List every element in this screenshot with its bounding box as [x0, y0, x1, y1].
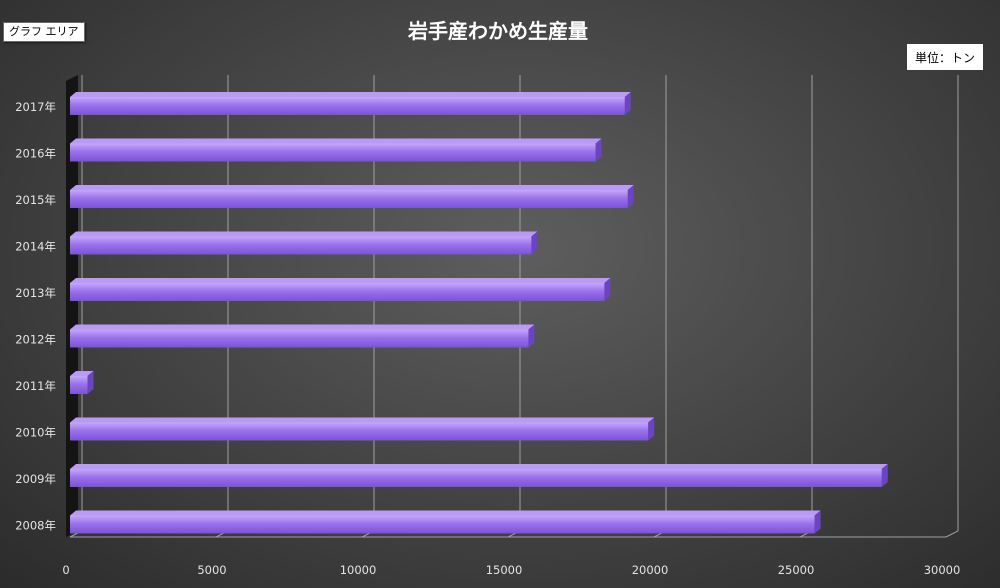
bar-top — [70, 278, 611, 283]
category-labels: 2017年 2016年 2015年 2014年 2013年 2012年 2011年 2010年… — [15, 100, 56, 533]
bar-side — [814, 510, 821, 534]
bar[interactable] — [70, 324, 535, 348]
bar-front — [70, 190, 628, 208]
y-tick-label: 2011年 — [15, 379, 56, 393]
bar[interactable] — [70, 464, 888, 487]
bar-front — [70, 236, 532, 255]
y-tick-label: 2012年 — [15, 333, 56, 347]
bar-top — [70, 417, 655, 423]
bar[interactable] — [70, 231, 538, 255]
bar-front — [70, 376, 88, 394]
bar-side — [881, 464, 888, 487]
y-tick-label: 2008年 — [15, 519, 56, 533]
bar[interactable] — [70, 417, 655, 441]
bar-side — [595, 138, 602, 162]
value-axis-labels: 0 5000 10000 15000 20000 25000 30000 — [62, 563, 960, 577]
bar-front — [70, 469, 882, 487]
y-tick-label: 2017年 — [15, 100, 56, 114]
bar[interactable] — [70, 278, 611, 301]
x-tick-label: 0 — [62, 563, 69, 577]
bar-top — [70, 231, 538, 237]
bar[interactable] — [70, 510, 821, 534]
bar-top — [70, 324, 535, 330]
x-tick-label: 25000 — [778, 563, 815, 577]
x-tick-label: 20000 — [632, 563, 669, 577]
gridline — [945, 75, 959, 538]
chart-title: 岩手産わかめ生産量 — [407, 19, 588, 43]
bar-side — [528, 324, 535, 348]
x-tick-label: 30000 — [924, 563, 961, 577]
bar-top — [70, 371, 94, 376]
bar-side — [531, 231, 538, 255]
bar-front — [70, 97, 625, 115]
bar-front — [70, 515, 815, 534]
bar-side — [648, 417, 655, 441]
bar[interactable] — [70, 371, 94, 394]
bar-top — [70, 185, 634, 190]
y-tick-label: 2015年 — [15, 193, 56, 207]
bar-side — [87, 371, 94, 394]
bar-top — [70, 138, 602, 144]
y-tick-label: 2010年 — [15, 426, 56, 440]
x-tick-label: 5000 — [197, 563, 226, 577]
y-tick-label: 2009年 — [15, 472, 56, 486]
y-tick-label: 2013年 — [15, 286, 56, 300]
bar-top — [70, 92, 631, 97]
bar-side — [604, 278, 611, 301]
bar-front — [70, 283, 605, 301]
bar[interactable] — [70, 185, 634, 208]
bars — [70, 92, 888, 534]
bar[interactable] — [70, 138, 602, 162]
bar-side — [627, 185, 634, 208]
bar-front — [70, 329, 529, 348]
bar-front — [70, 143, 596, 162]
unit-label: 単位：トン — [907, 44, 983, 70]
x-tick-label: 10000 — [340, 563, 377, 577]
bar-front — [70, 422, 649, 441]
bar-top — [70, 510, 821, 516]
bar[interactable] — [70, 92, 631, 115]
chart-area-tag: グラフ エリア — [3, 22, 85, 42]
y-tick-label: 2014年 — [15, 240, 56, 254]
y-tick-label: 2016年 — [15, 147, 56, 161]
x-tick-label: 15000 — [486, 563, 523, 577]
bar-side — [624, 92, 631, 115]
bar-top — [70, 464, 888, 469]
